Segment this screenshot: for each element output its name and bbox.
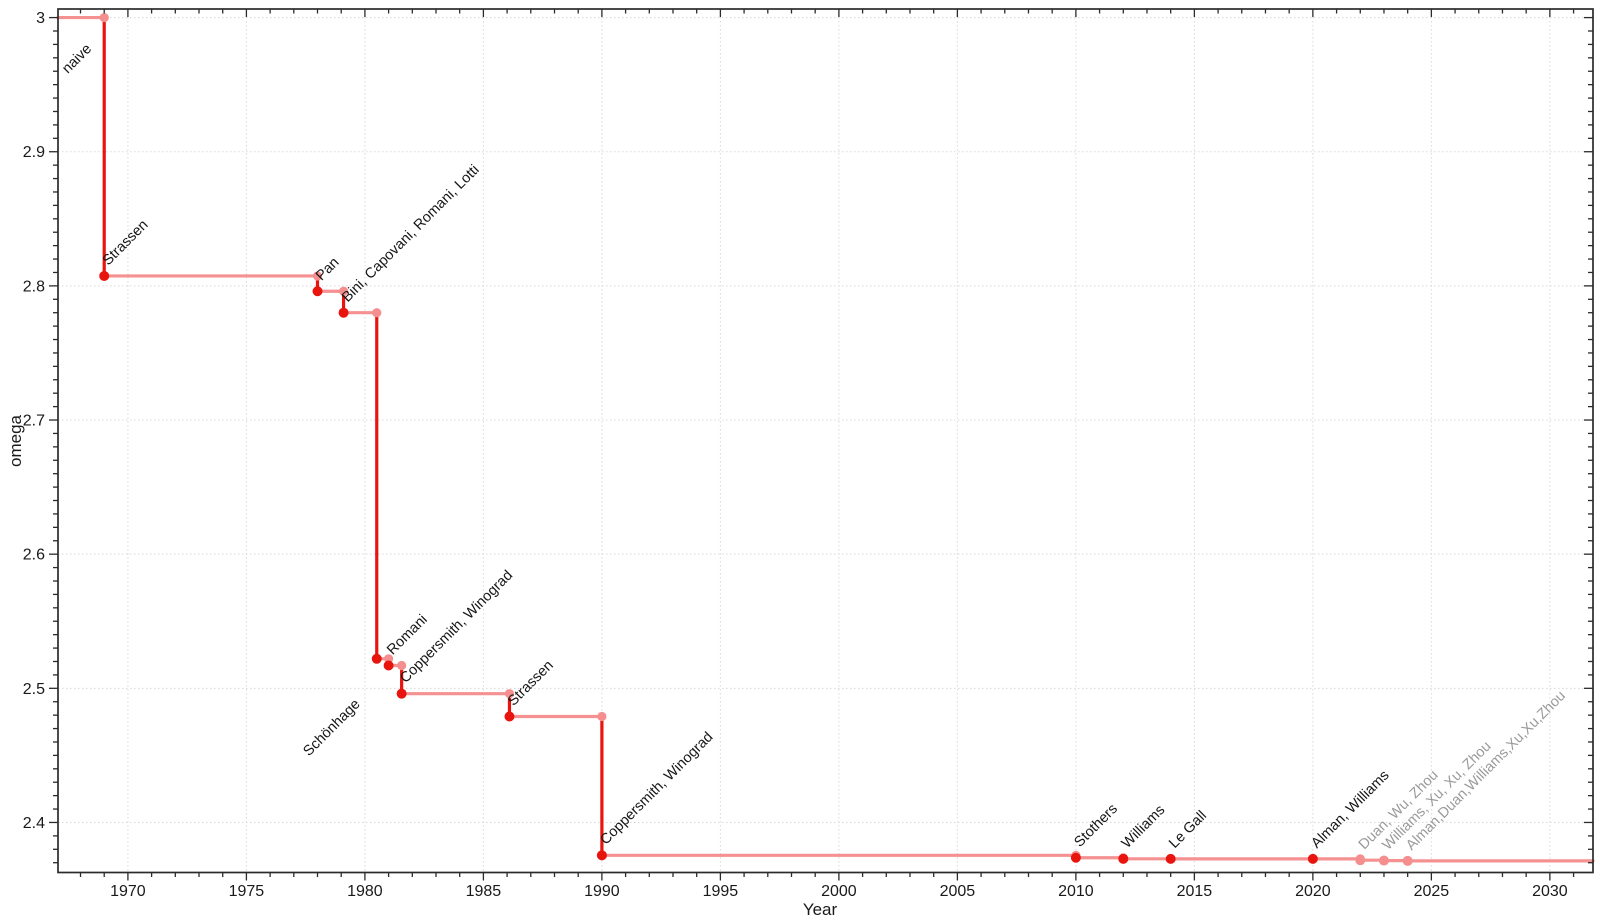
event-label: Williams, Xu, Xu, Zhou [1379, 738, 1494, 853]
step-top-marker [372, 308, 382, 318]
event-label: Le Gall [1166, 808, 1210, 852]
event-marker [396, 688, 407, 699]
step-top-marker [338, 286, 349, 296]
event-label: Stothers [1071, 801, 1120, 850]
x-tick-label: 2030 [1532, 883, 1568, 900]
x-tick-label: 1970 [110, 883, 146, 900]
event-marker [99, 270, 110, 281]
event-marker [383, 660, 394, 671]
event-marker [338, 307, 349, 318]
event-marker [371, 653, 382, 664]
y-tick-label: 2.9 [23, 144, 45, 161]
event-label: Bini, Capovani, Romani, Lotti [339, 162, 483, 306]
y-tick-label: 2.6 [23, 547, 45, 564]
x-tick-label: 1990 [584, 883, 620, 900]
x-tick-label: 2000 [821, 883, 857, 900]
x-tick-label: 2020 [1295, 883, 1331, 900]
x-tick-label: 1980 [347, 883, 383, 900]
event-marker [1307, 853, 1318, 864]
x-tick-label: 2015 [1177, 883, 1213, 900]
event-marker [1070, 852, 1081, 863]
x-tick-label: 1985 [466, 883, 502, 900]
step-top-marker [504, 689, 515, 699]
step-top-marker [99, 12, 109, 23]
event-marker [504, 711, 515, 722]
y-tick-label: 2.4 [23, 815, 45, 832]
x-tick-label: 2005 [940, 883, 976, 900]
x-tick-label: 1995 [703, 883, 739, 900]
grid-layer [58, 9, 1593, 873]
y-tick-label: 2.8 [23, 278, 45, 295]
y-tick-label: 2.7 [23, 413, 45, 430]
event-marker [1118, 853, 1129, 864]
event-label: naive [59, 41, 95, 77]
event-marker [596, 850, 607, 861]
series-layer [56, 15, 1595, 863]
step-top-marker [397, 660, 407, 671]
axes-layer: 1970 1975 1980 1985 1990 1995 2000 2005 2010 2015… [23, 8, 1594, 900]
step-top-marker [312, 271, 323, 281]
x-tick-label: 2025 [1414, 883, 1450, 900]
event-label: Coppersmith, Winograd [597, 729, 716, 848]
event-marker [1355, 855, 1366, 866]
x-tick-label: 1975 [229, 883, 265, 900]
step-top-marker [597, 711, 607, 722]
event-label: Strassen [100, 217, 152, 269]
marker-layer [99, 12, 1413, 866]
event-label: Williams [1119, 802, 1168, 851]
plot-frame [57, 8, 1594, 874]
event-marker [1165, 853, 1176, 864]
y-tick-label: 3 [36, 10, 45, 27]
x-tick-label: 2010 [1058, 883, 1094, 900]
event-label: Strassen [505, 658, 557, 710]
y-axis-title: omega [6, 415, 25, 467]
event-label: Schönhage [300, 696, 363, 759]
x-axis-title: Year [802, 900, 838, 919]
event-marker [1378, 855, 1389, 866]
event-marker [312, 286, 323, 297]
y-tick-label: 2.5 [23, 681, 45, 698]
event-marker [1402, 855, 1413, 866]
